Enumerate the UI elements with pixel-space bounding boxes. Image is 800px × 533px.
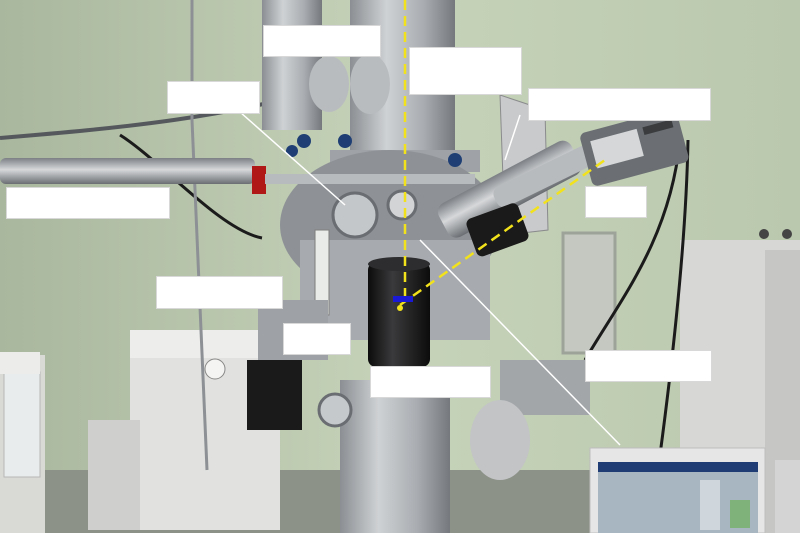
red-valve <box>252 166 266 194</box>
black-cable <box>119 133 263 240</box>
guide-line-diagonal <box>399 158 606 307</box>
lower-round-port <box>317 392 353 428</box>
annotation-label <box>585 186 647 218</box>
right-cable <box>583 139 682 361</box>
annotation-label <box>167 81 260 114</box>
chamber-port-center <box>386 189 418 221</box>
annotation-label <box>585 350 712 382</box>
detector-controller <box>580 109 689 186</box>
blue-fitting-3 <box>286 145 298 157</box>
annotation-label <box>156 276 283 309</box>
leader-line-2 <box>504 114 521 161</box>
horizontal-manifold <box>265 174 475 184</box>
right-cable-2 <box>658 139 690 456</box>
annotation-label <box>528 88 711 121</box>
annotation-label <box>409 47 522 95</box>
blue-fitting-1 <box>297 134 311 148</box>
gas-bottle-2 <box>350 54 390 114</box>
annotation-label <box>283 323 351 355</box>
black-cylinder-top <box>368 257 430 271</box>
black-junction-box <box>247 360 302 430</box>
focus-point <box>397 305 403 311</box>
bellows-lower <box>470 400 530 480</box>
annotation-label <box>370 366 491 398</box>
black-cylinder <box>368 262 430 367</box>
control-monitor <box>589 447 800 533</box>
flex-hose <box>0 158 255 184</box>
annotation-label <box>263 25 381 57</box>
leader-line-1 <box>239 111 346 206</box>
left-cabinet <box>0 352 45 533</box>
door-frame <box>561 231 617 355</box>
gas-bottle-1 <box>309 56 349 112</box>
vertical-cable <box>190 0 209 471</box>
beam-marker <box>393 296 413 302</box>
detector-tube <box>493 144 597 208</box>
blue-fitting-2 <box>338 134 352 148</box>
upper-column-left <box>262 0 322 130</box>
leader-line-3 <box>419 239 621 446</box>
lower-column <box>340 380 450 533</box>
blue-fitting-4 <box>448 153 462 167</box>
black-actuator <box>466 203 529 257</box>
annotation-label <box>6 187 170 219</box>
